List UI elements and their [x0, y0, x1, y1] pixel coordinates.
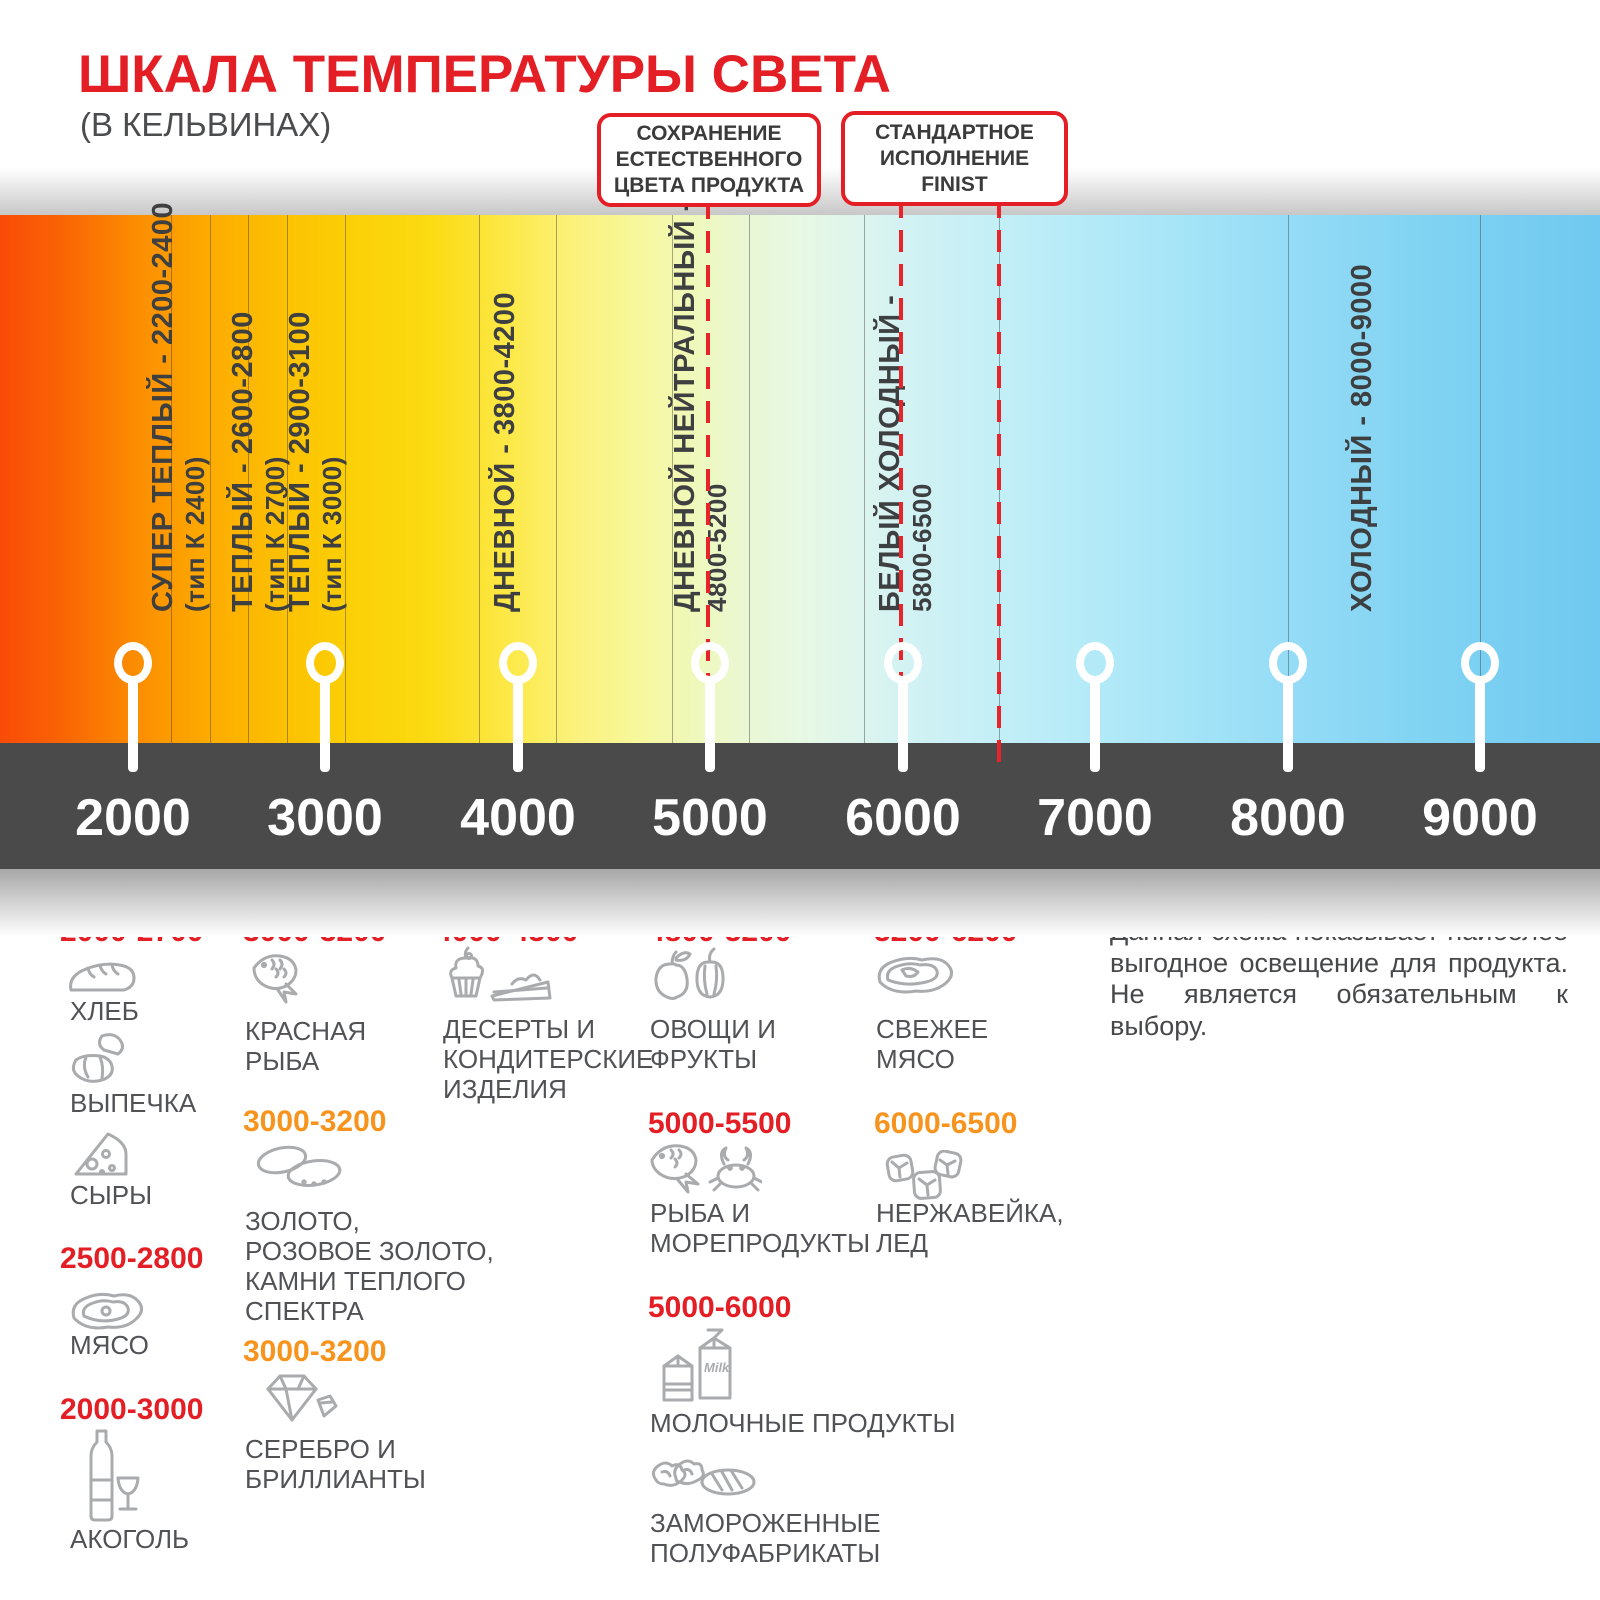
marker-stem-4000	[513, 680, 523, 772]
range-gold-group: 3000-3200	[243, 1105, 387, 1138]
category-label: ВЫПЕЧКА	[70, 1088, 197, 1118]
marker-stem-3000	[320, 680, 330, 772]
category-label: ДЕСЕРТЫ И КОНДИТЕРСКИЕ ИЗДЕЛИЯ	[443, 1014, 654, 1104]
tick-9000: 9000	[1422, 789, 1538, 847]
vegetables-icon	[654, 947, 725, 1000]
meat-icon	[71, 1292, 143, 1330]
marker-circle-2000	[114, 642, 152, 684]
alcohol-icon	[89, 1429, 140, 1522]
grid-line	[345, 215, 346, 743]
category-label: КРАСНАЯ РЫБА	[245, 1016, 367, 1076]
tick-2000: 2000	[75, 789, 191, 847]
grid-line	[248, 215, 249, 743]
marker-circle-9000	[1461, 642, 1499, 684]
dashed-guide-5000	[706, 197, 710, 770]
range-dairy-group: 5000-6000	[648, 1291, 792, 1324]
grid-line	[1288, 215, 1289, 743]
category-label: ЗОЛОТО, РОЗОВОЕ ЗОЛОТО, КАМНИ ТЕПЛОГО СП…	[245, 1206, 494, 1326]
fish-icon	[252, 954, 298, 1004]
tick-5000: 5000	[652, 789, 768, 847]
page-title: ШКАЛА ТЕМПЕРАТУРЫ СВЕТА	[78, 45, 891, 104]
category-label: НЕРЖАВЕЙКА, ЛЕД	[876, 1198, 1064, 1258]
grid-line	[864, 215, 865, 743]
grid-line	[210, 215, 211, 743]
axis-band	[0, 743, 1600, 869]
category-label: СЫРЫ	[70, 1180, 153, 1210]
range-meat-group: 2500-2800	[60, 1242, 204, 1275]
marker-circle-5000	[691, 642, 729, 684]
category-label: ЗАМОРОЖЕННЫЕ ПОЛУФАБРИКАТЫ	[650, 1508, 881, 1568]
milk-label: Milk	[704, 1360, 730, 1375]
page-subtitle: (В КЕЛЬВИНАХ)	[80, 106, 332, 143]
rings-icon	[256, 1145, 342, 1187]
marker-circle-4000	[499, 642, 537, 684]
dairy-icon: Milk	[662, 1328, 732, 1402]
grid-line	[479, 215, 480, 743]
grid-line	[749, 215, 750, 743]
category-label: ХЛЕБ	[70, 996, 139, 1026]
range-alcohol-group: 2000-3000	[60, 1393, 204, 1426]
dessert-icon	[449, 946, 552, 1002]
bread-icon	[69, 962, 136, 992]
callout-finist-standard: СТАНДАРТНОЕ ИСПОЛНЕНИЕ FINIST	[841, 111, 1068, 206]
marker-circle-8000	[1269, 642, 1307, 684]
range-seafood-group: 5000-5500	[648, 1107, 792, 1140]
dashed-guide-6500	[997, 196, 1001, 770]
marker-stem-7000	[1090, 680, 1100, 772]
category-label: ОВОЩИ И ФРУКТЫ	[650, 1014, 776, 1074]
marker-circle-7000	[1076, 642, 1114, 684]
category-label: РЫБА И МОРЕПРОДУКТЫ	[650, 1198, 871, 1258]
marker-stem-6000	[898, 680, 908, 772]
ice-icon	[885, 1150, 963, 1200]
croissant-icon	[71, 1033, 125, 1083]
marker-stem-8000	[1283, 680, 1293, 772]
callout-natural-color: СОХРАНЕНИЕ ЕСТЕСТВЕННОГО ЦВЕТА ПРОДУКТА	[597, 113, 821, 207]
marker-circle-6000	[884, 642, 922, 684]
tick-6000: 6000	[845, 789, 961, 847]
category-label: СЕРЕБРО И БРИЛЛИАНТЫ	[245, 1434, 426, 1494]
grid-line	[1480, 215, 1481, 743]
diamond-icon	[266, 1374, 338, 1422]
cheese-icon	[74, 1132, 128, 1176]
category-label: СВЕЖЕЕ МЯСО	[876, 1014, 989, 1074]
range-silver-group: 3000-3200	[243, 1335, 387, 1368]
bottom-shadow	[0, 869, 1600, 937]
grid-line	[171, 215, 172, 743]
category-label: АКОГОЛЬ	[70, 1524, 190, 1554]
grid-line	[672, 215, 673, 743]
marker-stem-5000	[705, 680, 715, 772]
range-stainless-group: 6000-6500	[874, 1107, 1018, 1140]
grid-line	[556, 215, 557, 743]
dashed-guide-6000	[899, 196, 903, 770]
kelvin-gradient-bar	[0, 215, 1600, 743]
marker-circle-3000	[306, 642, 344, 684]
grid-line	[287, 215, 288, 743]
tick-4000: 4000	[460, 789, 576, 847]
seafood-icon	[650, 1144, 762, 1194]
tick-3000: 3000	[267, 789, 383, 847]
steak-icon	[877, 956, 953, 994]
tick-7000: 7000	[1037, 789, 1153, 847]
marker-stem-2000	[128, 680, 138, 772]
category-label: МЯСО	[70, 1330, 149, 1360]
marker-stem-9000	[1475, 680, 1485, 772]
category-label: МОЛОЧНЫЕ ПРОДУКТЫ	[650, 1408, 956, 1438]
frozen-icon	[651, 1459, 756, 1496]
tick-8000: 8000	[1230, 789, 1346, 847]
